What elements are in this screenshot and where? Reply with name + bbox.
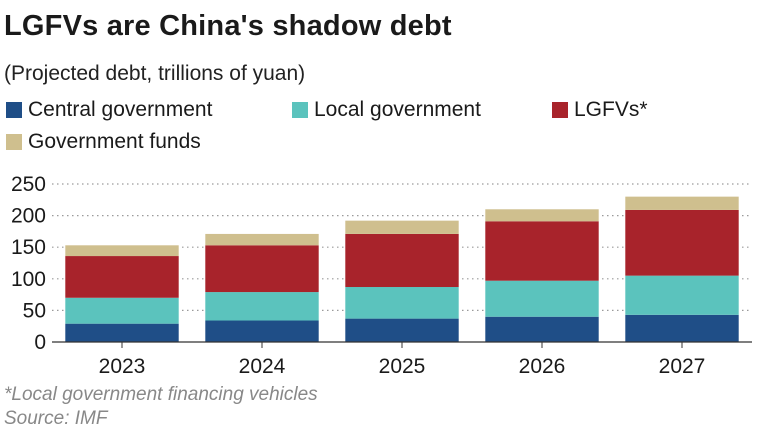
x-tick-label-2025: 2025 [379,355,426,378]
y-tick-label-250: 250 [11,173,46,196]
bar-2026-series-3 [485,209,599,222]
bar-2025-series-3 [345,220,459,234]
y-tick-label-150: 150 [11,236,46,259]
legend-lgfvs: LGFVs* [552,98,648,122]
bar-2023-series-0 [65,323,179,342]
legend-label-local: Local government [314,98,481,121]
x-tick-label-2024: 2024 [239,355,286,378]
bar-2024-series-3 [205,233,319,246]
bar-2023-series-3 [65,245,179,257]
chart-subtitle: (Projected debt, trillions of yuan) [4,62,306,85]
legend-swatch-lgfvs [552,102,568,118]
bar-2027-series-3 [625,196,739,210]
bar-2027-series-2 [625,209,739,276]
legend-label-funds: Government funds [28,130,201,153]
legend-local-government: Local government [292,98,481,122]
bar-2026-series-1 [485,280,599,317]
bar-2023-series-1 [65,297,179,324]
bar-2027-series-0 [625,314,739,342]
bar-2025-series-1 [345,287,459,319]
y-tick-label-200: 200 [11,205,46,228]
bar-2024-series-1 [205,292,319,321]
legend-swatch-local [292,102,308,118]
bar-2024-series-0 [205,320,319,342]
legend-central-government: Central government [6,98,212,122]
bar-2025-series-2 [345,233,459,288]
bar-2025-series-0 [345,318,459,342]
footnote: *Local government financing vehicles [4,384,318,405]
y-tick-label-50: 50 [23,299,46,322]
y-tick-label-100: 100 [11,268,46,291]
x-tick-label-2027: 2027 [659,355,706,378]
x-tick-label-2023: 2023 [99,355,146,378]
bar-2023-series-2 [65,256,179,298]
chart-title: LGFVs are China's shadow debt [4,10,452,42]
source-note: Source: IMF [4,408,108,429]
bar-2026-series-0 [485,316,599,342]
legend-swatch-central [6,102,22,118]
legend-label-central: Central government [28,98,213,121]
bar-2027-series-1 [625,275,739,315]
bar-2026-series-2 [485,221,599,281]
legend-government-funds: Government funds [6,130,201,154]
legend-label-lgfvs: LGFVs* [574,98,648,121]
legend-swatch-funds [6,134,22,150]
y-tick-label-0: 0 [34,331,46,354]
x-tick-label-2026: 2026 [519,355,566,378]
bar-2024-series-2 [205,245,319,293]
